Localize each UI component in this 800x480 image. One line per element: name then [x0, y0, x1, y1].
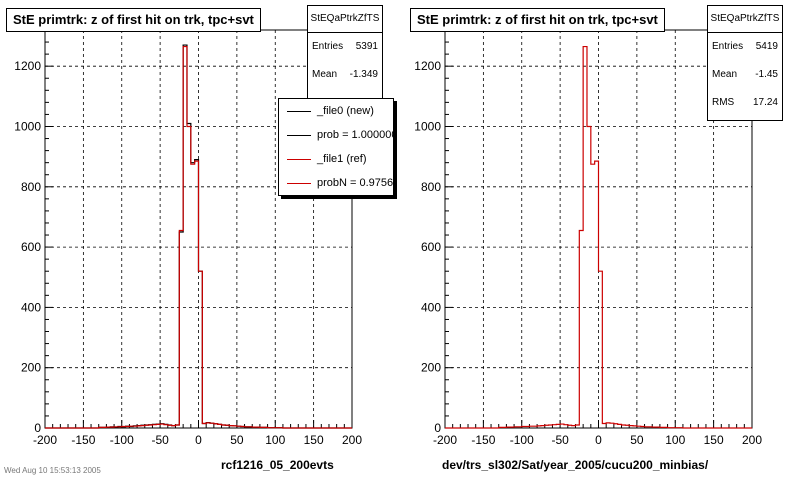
y-tick-label: 400	[21, 300, 41, 314]
legend-swatch	[287, 110, 311, 112]
legend-entry: _file0 (new)	[279, 99, 393, 123]
x-tick-label: -150	[71, 433, 95, 447]
x-tick-label: -100	[110, 433, 134, 447]
x-tick-label: -200	[33, 433, 57, 447]
right-chart-panel: -200 -150 -100 -50 0 50 100 150 200 0 200 400 600 800…	[400, 0, 800, 480]
legend-entry: prob = 1.000000	[279, 123, 393, 147]
x-tick-label: -200	[433, 433, 457, 447]
x-tick-label: 150	[704, 433, 724, 447]
right-stats-value: 5419	[755, 41, 778, 52]
right-stats-label: RMS	[712, 97, 735, 108]
legend-entry: _file1 (ref)	[279, 147, 393, 171]
histogram-series-0	[445, 45, 752, 429]
y-tick-label: 1000	[14, 119, 41, 133]
left-stats-row-entries: Entries 5391	[308, 33, 382, 61]
legend-swatch	[287, 134, 311, 136]
left-stats-value: 5391	[355, 41, 378, 52]
right-stats-label: Mean	[712, 69, 738, 80]
legend-swatch	[287, 182, 311, 184]
left-stats-label: Entries	[312, 41, 344, 52]
left-stats-label: Mean	[312, 69, 338, 80]
right-x-axis-label: dev/trs_sl302/Sat/year_2005/cucu200_minb…	[442, 458, 709, 472]
x-tick-label: 200	[742, 433, 762, 447]
y-tick-label: 0	[34, 421, 41, 435]
y-tick-label: 200	[421, 361, 441, 375]
x-tick-label: 200	[342, 433, 362, 447]
right-stats-value: 17.24	[752, 97, 778, 108]
right-stats-row-entries: Entries 5419	[708, 33, 782, 61]
y-tick-label: 600	[21, 240, 41, 254]
y-tick-label: 1200	[414, 59, 441, 73]
left-x-axis-label: rcf1216_05_200evts	[221, 458, 334, 472]
x-tick-label: -50	[551, 433, 569, 447]
x-tick-label: 50	[630, 433, 644, 447]
right-stats-name: StEQaPtrkZfTS	[708, 6, 782, 33]
left-stats-value: -1.349	[349, 69, 378, 80]
left-chart-title: StE primtrk: z of first hit on trk, tpc+…	[6, 8, 261, 32]
left-stats-name: StEQaPtrkZfTS	[308, 6, 382, 33]
x-tick-label: 50	[230, 433, 244, 447]
y-tick-label: 0	[434, 421, 441, 435]
left-stats-row-mean: Mean -1.349	[308, 61, 382, 89]
x-tick-label: -50	[151, 433, 169, 447]
right-stats-value: -1.45	[755, 69, 778, 80]
right-stats-box: StEQaPtrkZfTS Entries 5419 Mean -1.45 RM…	[707, 5, 783, 121]
legend-label: _file0 (new)	[317, 105, 374, 117]
y-tick-label: 1200	[14, 59, 41, 73]
legend-swatch	[287, 158, 311, 160]
right-stats-row-mean: Mean -1.45	[708, 61, 782, 89]
legend-label: prob = 1.000000	[317, 129, 394, 141]
left-chart-panel: -200 -150 -100 -50 0 50 100 150 200 0 200 400 600 800…	[6, 5, 394, 472]
footer-timestamp: Wed Aug 10 15:53:13 2005	[4, 466, 101, 475]
x-tick-label: 0	[595, 433, 602, 447]
histogram-series-1	[45, 45, 352, 429]
y-tick-label: 200	[21, 361, 41, 375]
legend-label: probN = 0.975670	[317, 177, 394, 189]
right-histogram-plot: -200 -150 -100 -50 0 50 100 150 200 0 200 400 600 800…	[414, 29, 762, 447]
x-tick-label: 0	[195, 433, 202, 447]
legend-label: _file1 (ref)	[317, 153, 367, 165]
y-tick-label: 1000	[414, 119, 441, 133]
right-stats-row-rms: RMS 17.24	[708, 89, 782, 117]
y-tick-label: 800	[21, 180, 41, 194]
left-histogram-plot: -200 -150 -100 -50 0 50 100 150 200 0 200 400 600 800…	[14, 29, 362, 447]
y-tick-label: 600	[421, 240, 441, 254]
x-tick-label: 100	[265, 433, 285, 447]
y-tick-label: 400	[421, 300, 441, 314]
right-stats-label: Entries	[712, 41, 744, 52]
legend-entry: probN = 0.975670	[279, 171, 393, 195]
y-tick-label: 800	[421, 180, 441, 194]
x-tick-label: 150	[304, 433, 324, 447]
left-stats-box: StEQaPtrkZfTS Entries 5391 Mean -1.349	[307, 5, 383, 99]
x-tick-label: -100	[510, 433, 534, 447]
right-chart-title: StE primtrk: z of first hit on trk, tpc+…	[410, 8, 665, 32]
x-tick-label: -150	[471, 433, 495, 447]
left-legend: _file0 (new) prob = 1.000000 _file1 (ref…	[278, 98, 394, 196]
x-tick-label: 100	[665, 433, 685, 447]
